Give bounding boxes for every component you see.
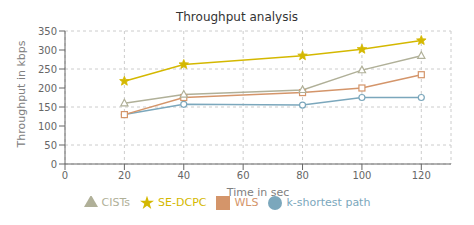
html-text:Throughput analysis: Throughput analysis	[175, 10, 298, 24]
svg-text:20: 20	[118, 170, 131, 181]
svg-text:80: 80	[296, 170, 309, 181]
svg-text:Time in sec: Time in sec	[226, 186, 290, 199]
html-text:CISTs: CISTs	[101, 196, 131, 209]
svg-text:Throughput in kbps: Throughput in kbps	[15, 40, 28, 148]
svg-text:350: 350	[38, 26, 57, 37]
svg-text:100: 100	[38, 121, 57, 132]
html-text:k-shortest path: k-shortest path	[286, 196, 371, 209]
svg-text:300: 300	[38, 45, 57, 56]
svg-text:0: 0	[51, 159, 57, 170]
svg-text:50: 50	[44, 140, 57, 151]
svg-text:150: 150	[38, 102, 57, 113]
svg-text:200: 200	[38, 83, 57, 94]
html-text:SE-DCPC: SE-DCPC	[158, 196, 207, 209]
svg-text:100: 100	[352, 170, 371, 181]
svg-text:250: 250	[38, 64, 57, 75]
html-text:WLS: WLS	[234, 196, 259, 209]
svg-text:40: 40	[177, 170, 190, 181]
svg-text:120: 120	[412, 170, 431, 181]
svg-text:60: 60	[237, 170, 250, 181]
svg-text:0: 0	[62, 170, 68, 181]
